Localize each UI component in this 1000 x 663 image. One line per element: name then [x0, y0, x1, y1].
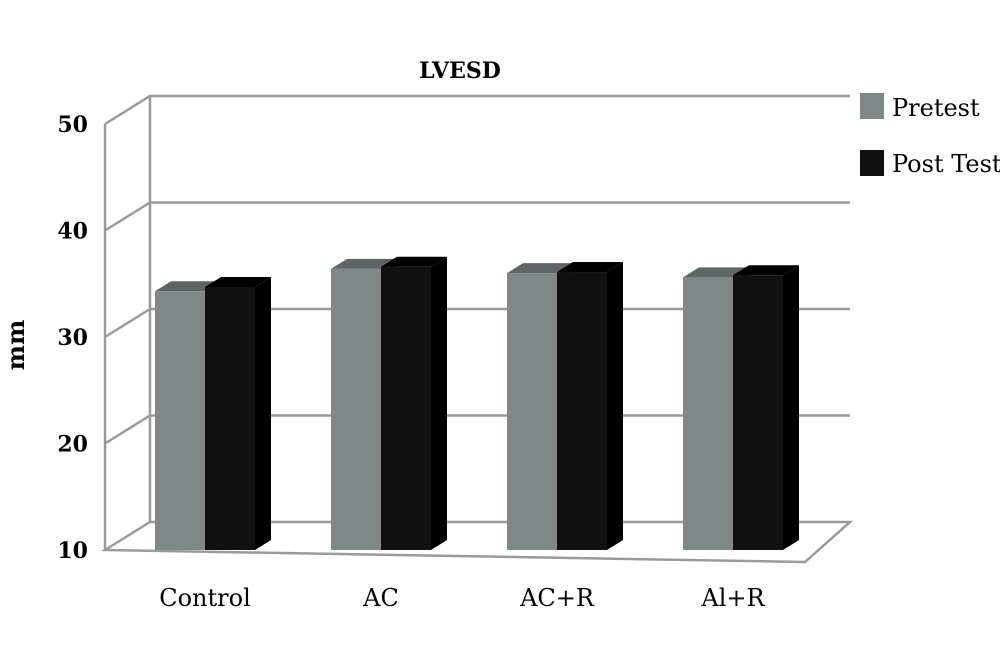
bar-front [683, 277, 733, 550]
bar-side [431, 256, 447, 550]
y-tick-label: 30 [57, 325, 88, 351]
legend: Pretest Post Test [860, 93, 1000, 178]
bar-front [733, 275, 783, 550]
chart-title: LVESD [419, 58, 501, 84]
x-category-label: AC [362, 584, 399, 612]
x-category-label: Al+R [700, 584, 765, 612]
bar-top [557, 262, 623, 273]
category-labels: Control AC AC+R Al+R [159, 584, 765, 612]
gridline [104, 201, 850, 232]
bar-front [507, 273, 557, 550]
bar-top [381, 256, 447, 267]
bar-post-test [557, 262, 623, 550]
bar-post-test [381, 256, 447, 550]
legend-label-pretest: Pretest [892, 94, 980, 122]
legend-swatch-pretest [860, 93, 884, 119]
y-tick-label: 10 [57, 538, 88, 564]
y-tick-label: 20 [57, 432, 88, 458]
y-tick-labels: 10 20 30 40 50 [57, 112, 88, 564]
bar-top [733, 265, 799, 276]
x-category-label: Control [159, 584, 251, 612]
bar-front [381, 266, 431, 550]
bar-front [331, 268, 381, 550]
bar-front [155, 291, 205, 550]
bar-side [607, 262, 623, 550]
bar-top [205, 276, 271, 287]
gridlines [100, 94, 854, 564]
floor-plane [100, 520, 854, 564]
gridline [104, 94, 850, 126]
bar-top [507, 263, 573, 274]
bar-top [683, 267, 749, 278]
y-tick-label: 50 [57, 112, 88, 138]
bar-post-test [733, 265, 799, 550]
x-category-label: AC+R [519, 584, 595, 612]
bar-post-test [205, 276, 271, 550]
bar-side [783, 265, 799, 550]
bar-top [331, 258, 397, 269]
bars [155, 256, 799, 550]
y-axis-label: mm [1, 320, 30, 371]
legend-swatch-post-test [860, 150, 884, 176]
bar-front [205, 286, 255, 550]
bar-side [255, 276, 271, 550]
bar-top [155, 281, 221, 292]
y-tick-label: 40 [57, 219, 88, 245]
legend-label-post-test: Post Test [892, 150, 1000, 178]
bar-front [557, 272, 607, 550]
